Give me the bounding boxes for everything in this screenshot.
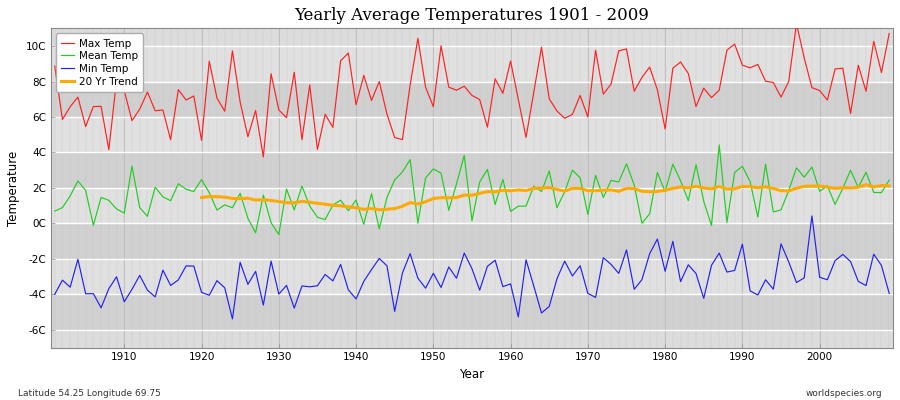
Line: Max Temp: Max Temp [55, 24, 889, 157]
Min Temp [806, 214, 817, 218]
Title: Yearly Average Temperatures 1901 - 2009: Yearly Average Temperatures 1901 - 2009 [294, 7, 650, 24]
Line: 20 Yr Trend: 20 Yr Trend [202, 185, 889, 210]
20 Yr Trend [683, 185, 694, 190]
Bar [51, 188, 893, 224]
Min Temp [50, 292, 60, 297]
Y-axis label: Temperature: Temperature [7, 150, 20, 226]
20 Yr Trend [860, 182, 871, 187]
Bar [51, 82, 893, 117]
Min Temp [289, 306, 300, 310]
Max Temp [505, 59, 516, 64]
Mean Temp [513, 204, 524, 208]
20 Yr Trend [791, 186, 802, 190]
Mean Temp [505, 209, 516, 214]
Mean Temp [274, 232, 284, 237]
Mean Temp [606, 178, 616, 183]
Line: Mean Temp: Mean Temp [55, 145, 889, 234]
Bar [51, 117, 893, 152]
Min Temp [884, 291, 895, 296]
Min Temp [227, 316, 238, 321]
Max Temp [289, 70, 300, 75]
Max Temp [513, 97, 524, 102]
Max Temp [884, 31, 895, 36]
Legend: Max Temp, Mean Temp, Min Temp, 20 Yr Trend: Max Temp, Mean Temp, Min Temp, 20 Yr Tre… [56, 34, 143, 92]
Mean Temp [714, 142, 724, 147]
Mean Temp [335, 198, 346, 202]
Max Temp [50, 64, 60, 68]
Bar [51, 224, 893, 259]
20 Yr Trend [196, 195, 207, 200]
Mean Temp [289, 208, 300, 212]
Mean Temp [50, 209, 60, 214]
X-axis label: Year: Year [459, 368, 484, 381]
Min Temp [606, 262, 616, 267]
Min Temp [111, 274, 122, 279]
Mean Temp [884, 178, 895, 182]
Min Temp [505, 282, 516, 286]
Min Temp [335, 262, 346, 267]
Line: Min Temp: Min Temp [55, 216, 889, 319]
20 Yr Trend [776, 188, 787, 193]
20 Yr Trend [868, 185, 879, 190]
Bar [51, 46, 893, 82]
Max Temp [335, 58, 346, 63]
Text: worldspecies.org: worldspecies.org [806, 389, 882, 398]
20 Yr Trend [412, 202, 423, 206]
Mean Temp [111, 206, 122, 211]
20 Yr Trend [289, 200, 300, 205]
20 Yr Trend [884, 184, 895, 188]
20 Yr Trend [374, 207, 384, 212]
Max Temp [791, 21, 802, 26]
Max Temp [111, 78, 122, 83]
Max Temp [606, 82, 616, 86]
Bar [51, 259, 893, 294]
Min Temp [513, 314, 524, 319]
Bar [51, 294, 893, 330]
Bar [51, 152, 893, 188]
Text: Latitude 54.25 Longitude 69.75: Latitude 54.25 Longitude 69.75 [18, 389, 161, 398]
Max Temp [258, 154, 269, 159]
